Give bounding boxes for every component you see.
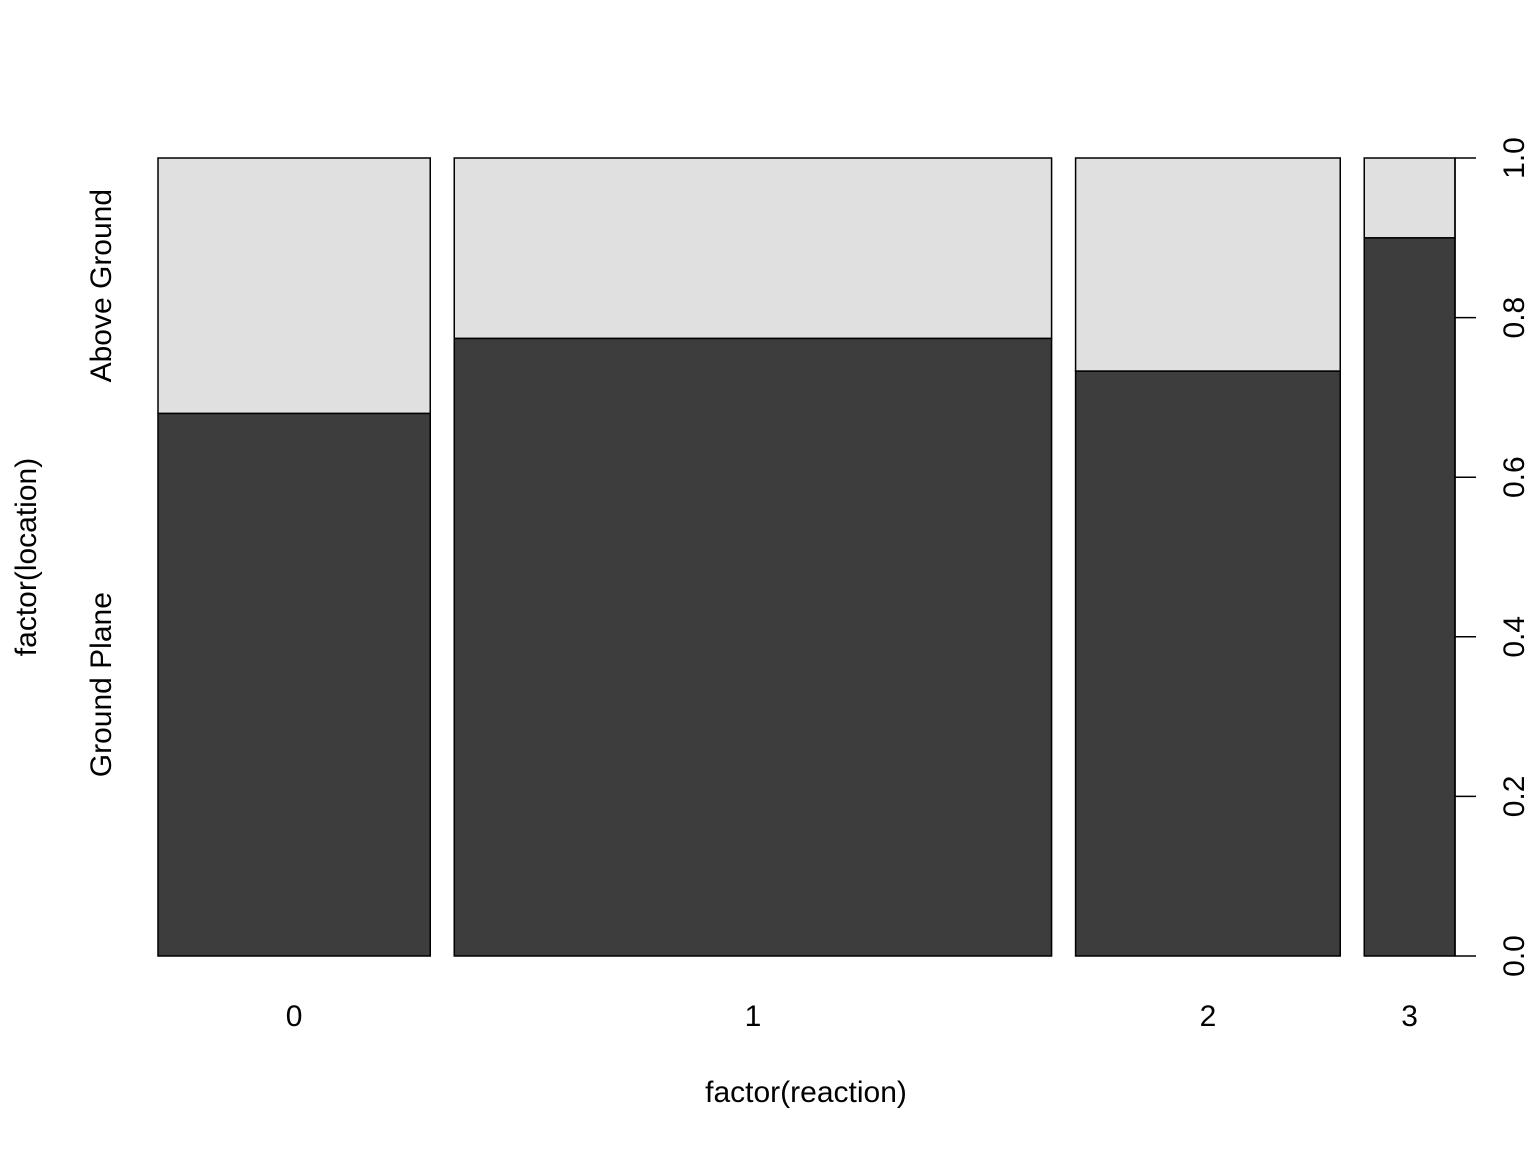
x-axis-label: factor(reaction) [705,1076,907,1109]
left-axis-label-above-ground: Above Ground [85,189,118,382]
right-axis-tick-label: 0.0 [1498,935,1531,977]
bar-segment-above-ground-3 [1363,157,1456,239]
bar-segment-ground-plane-3 [1363,237,1456,957]
bar-segment-above-ground-1 [453,157,1053,340]
bar-segment-ground-plane-0 [157,412,432,957]
x-tick-label: 1 [745,1000,762,1033]
x-tick-label: 3 [1401,1000,1418,1033]
bar-segment-ground-plane-2 [1074,370,1341,957]
right-axis-tick-label: 0.2 [1498,776,1531,818]
right-axis-tick-label: 0.4 [1498,616,1531,658]
bars-group [157,157,1456,957]
x-tick-labels: 0 1 2 3 [286,1000,1418,1033]
right-axis-tick-label: 0.8 [1498,297,1531,339]
left-axis-labels: Ground Plane Above Ground [85,189,118,777]
bar-segment-above-ground-2 [1074,157,1341,372]
x-tick-label: 0 [286,1000,303,1033]
bar-segment-above-ground-0 [157,157,432,415]
y-axis-label: factor(location) [10,458,43,656]
left-axis-label-ground-plane: Ground Plane [85,592,118,777]
x-tick-label: 2 [1200,1000,1217,1033]
right-axis: 0.0 0.2 0.4 0.6 0.8 1.0 [1454,137,1531,977]
right-axis-tick-label: 1.0 [1498,137,1531,179]
bar-segment-ground-plane-1 [453,337,1053,957]
right-axis-tick-label: 0.6 [1498,456,1531,498]
